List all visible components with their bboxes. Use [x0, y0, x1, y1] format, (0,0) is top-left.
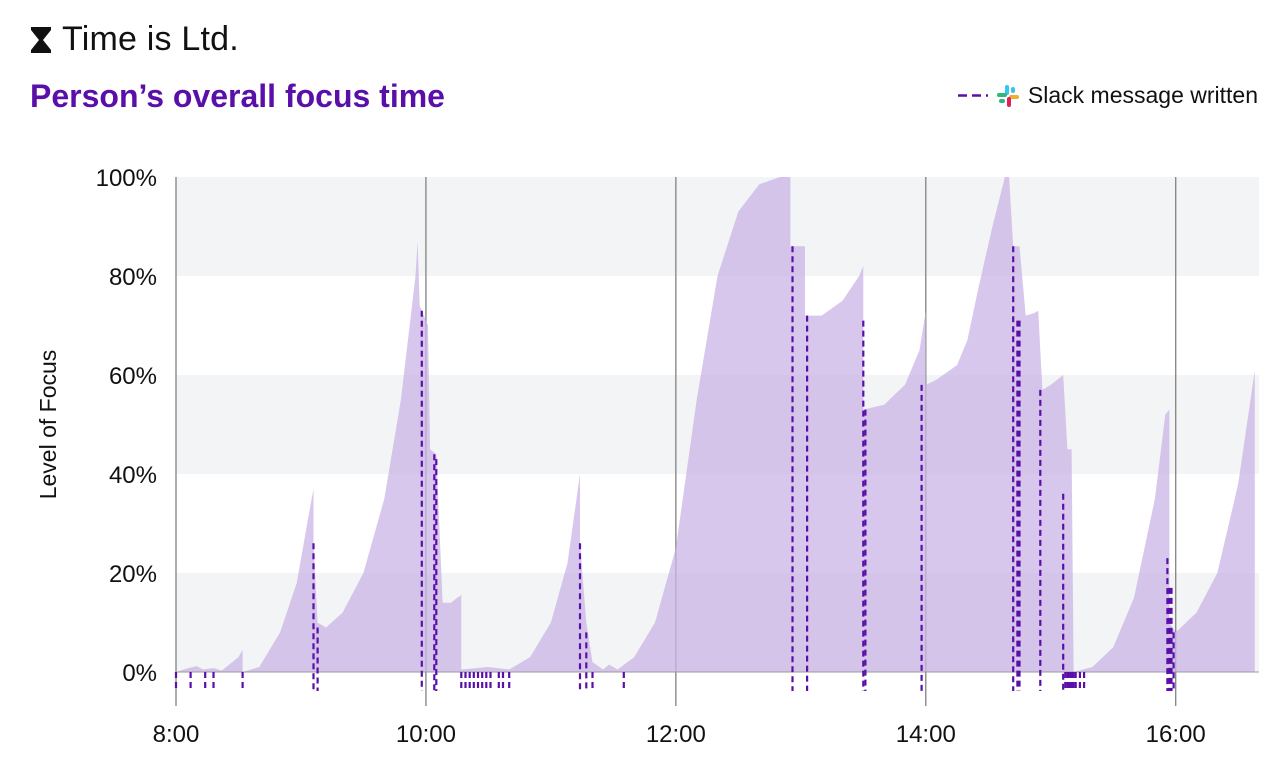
x-tick-label: 16:00 — [1146, 721, 1206, 748]
y-tick-label: 100% — [96, 165, 157, 192]
legend-label: Slack message written — [1027, 82, 1258, 108]
slack-icon — [996, 84, 1019, 107]
focus-area — [176, 177, 1255, 672]
hourglass-icon — [31, 26, 51, 53]
y-axis-label: Level of Focus — [35, 350, 61, 500]
x-tick-label: 14:00 — [896, 721, 956, 748]
grid-band — [176, 177, 1259, 276]
x-tick-label: 12:00 — [646, 721, 706, 748]
y-tick-label: 20% — [109, 561, 157, 588]
brand: Time is Ltd. — [30, 20, 239, 59]
legend: Slack message written — [957, 82, 1258, 109]
y-tick-label: 60% — [109, 363, 157, 390]
brand-name: Time is Ltd. — [62, 20, 239, 58]
legend-dashed-line — [957, 94, 988, 97]
y-tick-label: 0% — [122, 660, 157, 687]
y-tick-label: 40% — [109, 462, 157, 489]
y-tick-label: 80% — [109, 264, 157, 291]
x-tick-label: 10:00 — [396, 721, 456, 748]
chart-title: Person’s overall focus time — [30, 78, 445, 114]
x-tick-label: 8:00 — [153, 721, 200, 748]
